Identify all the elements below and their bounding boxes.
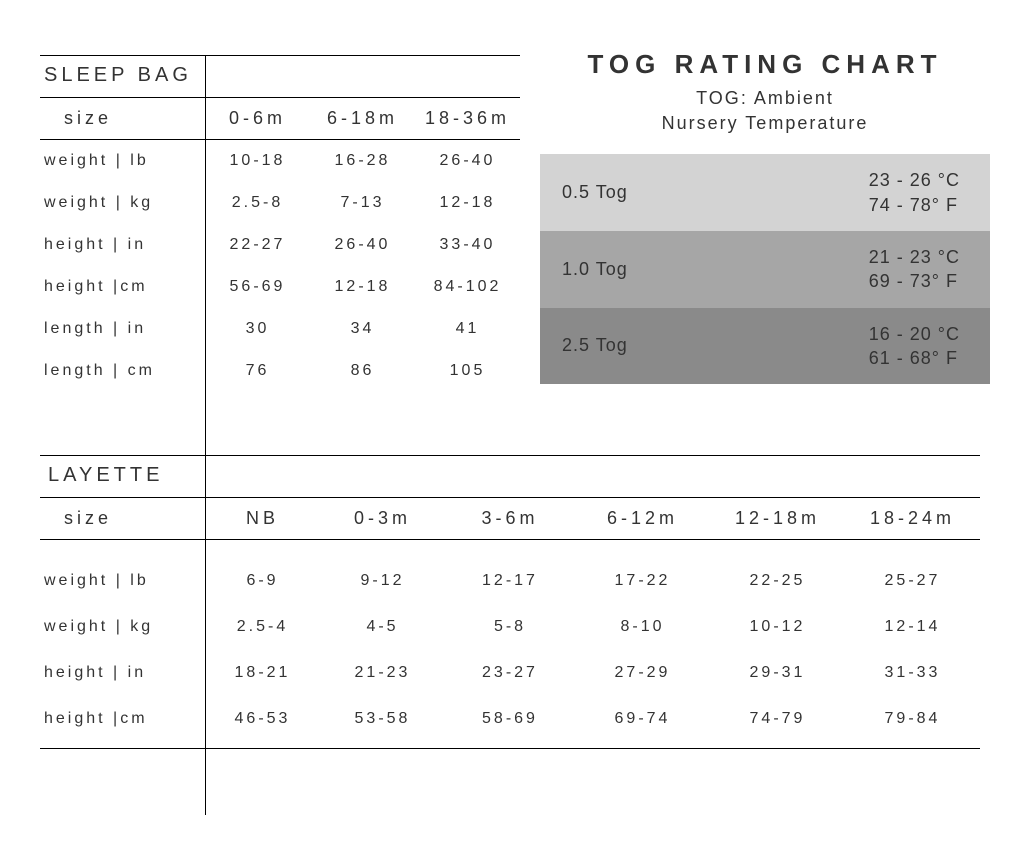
table-cell: 26-40 (310, 224, 415, 266)
table-cell: 8-10 (575, 604, 710, 650)
table-cell: 46-53 (205, 696, 320, 742)
table-cell: 5-8 (445, 604, 575, 650)
sleep-bag-table: SLEEP BAG size 0-6m 6-18m 18-36m weight … (40, 55, 520, 392)
table-cell: 84-102 (415, 266, 520, 308)
tog-band-temp: 16 - 20 °C 61 - 68° F (869, 322, 960, 371)
column-header: 6-18m (310, 98, 415, 140)
table-cell: 33-40 (415, 224, 520, 266)
table-cell: 10-18 (205, 140, 310, 182)
tog-rating-chart: TOG RATING CHART TOG: Ambient Nursery Te… (540, 49, 990, 384)
column-header: 0-3m (320, 498, 445, 540)
table-cell: 9-12 (320, 558, 445, 604)
tog-band: 0.5 Tog 23 - 26 °C 74 - 78° F (540, 154, 990, 231)
table-cell: 17-22 (575, 558, 710, 604)
table-cell: 18-21 (205, 650, 320, 696)
tog-temp-c: 21 - 23 °C (869, 247, 960, 267)
column-header: 18-24m (845, 498, 980, 540)
table-cell: 16-28 (310, 140, 415, 182)
column-header: 0-6m (205, 98, 310, 140)
size-header: size (40, 98, 205, 140)
tog-band-label: 1.0 Tog (562, 259, 628, 280)
tog-temp-f: 61 - 68° F (869, 348, 958, 368)
tog-band-label: 2.5 Tog (562, 335, 628, 356)
row-label: height |cm (40, 696, 205, 742)
spacer (40, 540, 980, 558)
column-header: 3-6m (445, 498, 575, 540)
tog-temp-f: 69 - 73° F (869, 271, 958, 291)
table-cell: 7-13 (310, 182, 415, 224)
tog-temp-f: 74 - 78° F (869, 195, 958, 215)
tog-band: 1.0 Tog 21 - 23 °C 69 - 73° F (540, 231, 990, 308)
table-cell: 86 (310, 350, 415, 392)
table-cell: 6-9 (205, 558, 320, 604)
size-header: size (40, 498, 205, 540)
row-label: length | in (40, 308, 205, 350)
table-cell: 41 (415, 308, 520, 350)
table-cell: 29-31 (710, 650, 845, 696)
table-cell: 2.5-8 (205, 182, 310, 224)
table-cell: 21-23 (320, 650, 445, 696)
tog-band-temp: 23 - 26 °C 74 - 78° F (869, 168, 960, 217)
layette-title: LAYETTE (40, 455, 980, 498)
table-cell: 34 (310, 308, 415, 350)
vertical-divider (205, 455, 206, 815)
table-cell: 10-12 (710, 604, 845, 650)
table-cell: 69-74 (575, 696, 710, 742)
column-header: 6-12m (575, 498, 710, 540)
table-cell: 22-27 (205, 224, 310, 266)
row-label: weight | lb (40, 558, 205, 604)
row-label: height |cm (40, 266, 205, 308)
table-cell: 56-69 (205, 266, 310, 308)
table-cell: 74-79 (710, 696, 845, 742)
bottom-rule (40, 748, 980, 749)
tog-band-label: 0.5 Tog (562, 182, 628, 203)
tog-band-temp: 21 - 23 °C 69 - 73° F (869, 245, 960, 294)
table-cell: 31-33 (845, 650, 980, 696)
column-header: NB (205, 498, 320, 540)
layette-table: LAYETTE size NB 0-3m 3-6m 6-12m 12-18m 1… (40, 455, 980, 749)
table-cell: 12-17 (445, 558, 575, 604)
table-cell: 30 (205, 308, 310, 350)
row-label: weight | lb (40, 140, 205, 182)
tog-temp-c: 16 - 20 °C (869, 324, 960, 344)
sleep-bag-title: SLEEP BAG (40, 55, 520, 98)
row-label: length | cm (40, 350, 205, 392)
column-header: 18-36m (415, 98, 520, 140)
table-cell: 2.5-4 (205, 604, 320, 650)
table-cell: 23-27 (445, 650, 575, 696)
column-header: 12-18m (710, 498, 845, 540)
tog-subtitle: TOG: Ambient Nursery Temperature (540, 86, 990, 136)
row-label: weight | kg (40, 182, 205, 224)
table-cell: 27-29 (575, 650, 710, 696)
row-label: height | in (40, 224, 205, 266)
tog-title: TOG RATING CHART (540, 49, 990, 80)
table-cell: 53-58 (320, 696, 445, 742)
table-cell: 12-14 (845, 604, 980, 650)
table-cell: 26-40 (415, 140, 520, 182)
row-label: height | in (40, 650, 205, 696)
tog-subtitle-line: TOG: Ambient (696, 88, 834, 108)
table-cell: 4-5 (320, 604, 445, 650)
tog-temp-c: 23 - 26 °C (869, 170, 960, 190)
table-cell: 79-84 (845, 696, 980, 742)
tog-subtitle-line: Nursery Temperature (662, 113, 869, 133)
table-cell: 12-18 (415, 182, 520, 224)
table-cell: 58-69 (445, 696, 575, 742)
vertical-divider (205, 55, 206, 455)
row-label: weight | kg (40, 604, 205, 650)
table-cell: 12-18 (310, 266, 415, 308)
table-cell: 76 (205, 350, 310, 392)
table-cell: 105 (415, 350, 520, 392)
table-cell: 25-27 (845, 558, 980, 604)
table-cell: 22-25 (710, 558, 845, 604)
tog-band: 2.5 Tog 16 - 20 °C 61 - 68° F (540, 308, 990, 385)
